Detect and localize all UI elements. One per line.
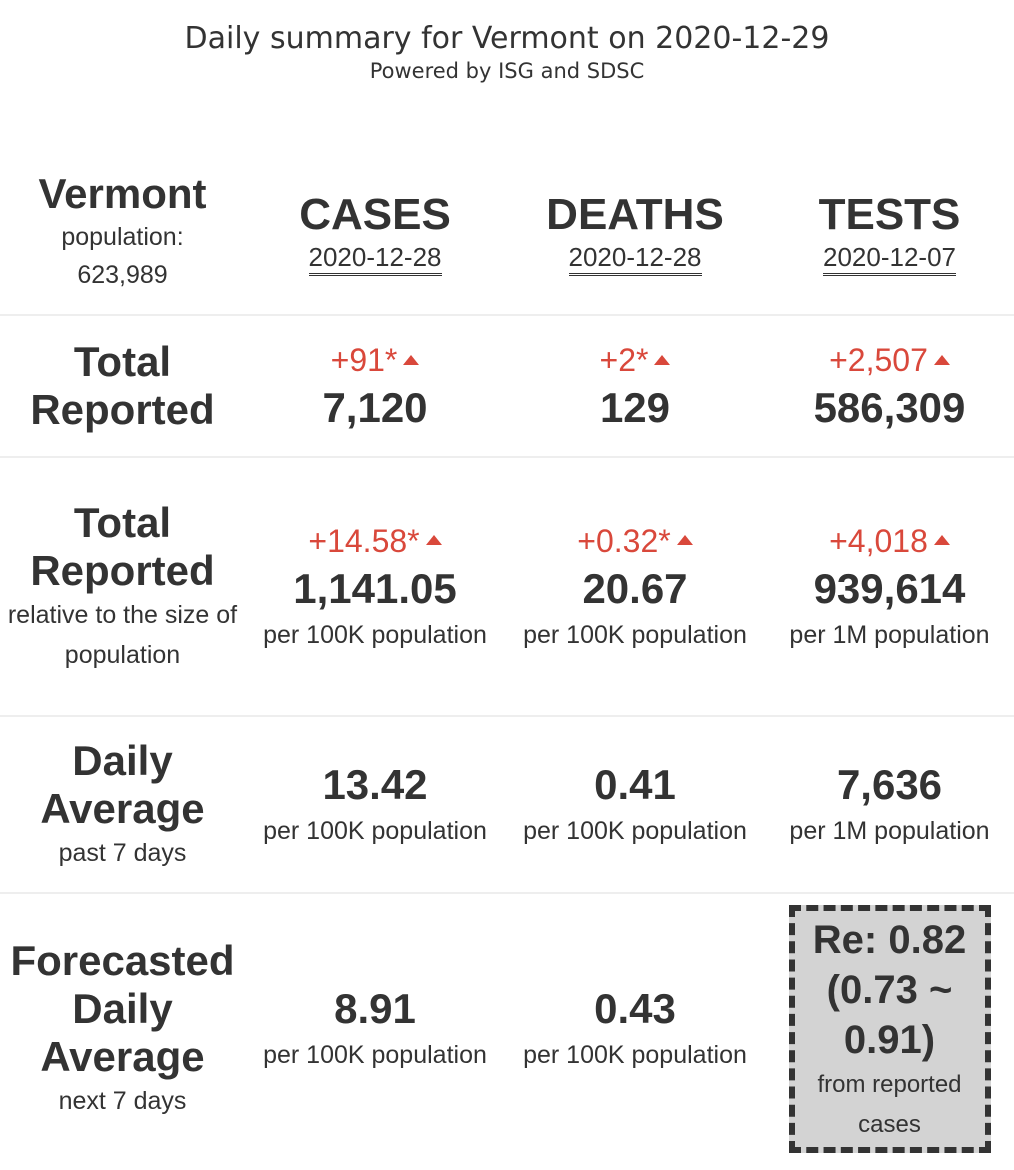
total-deaths-value: 129 <box>599 384 671 431</box>
tests-column-date: 2020-12-07 <box>823 241 956 276</box>
forecast-label-cell: Forecasted Daily Average next 7 days <box>0 893 245 1163</box>
triangle-up-icon <box>933 535 950 546</box>
header-row: Vermont population: 623,989 CASES 2020-1… <box>0 150 1014 316</box>
tests-column-title: TESTS <box>818 189 961 239</box>
relative-sublabel: relative to the size of population <box>7 600 238 669</box>
total-cases-delta: +91* <box>245 338 505 382</box>
total-deaths-cell: +2* 129 <box>505 315 765 458</box>
daily-average-sublabel: past 7 days <box>58 838 187 867</box>
relative-cases-unit: per 100K population <box>263 620 487 649</box>
daily-deaths-cell: 0.41 per 100K population <box>505 716 765 894</box>
total-reported-row: Total Reported +91* 7,120 +2* 129 +2,507… <box>0 315 1014 458</box>
total-cases-value: 7,120 <box>322 384 428 431</box>
re-cell: Re: 0.82 (0.73 ~ 0.91) from reported cas… <box>765 893 1014 1163</box>
daily-average-label-cell: Daily Average past 7 days <box>0 716 245 894</box>
relative-cases-value: 1,141.05 <box>293 564 457 612</box>
daily-cases-cell: 13.42 per 100K population <box>245 716 505 894</box>
re-box: Re: 0.82 (0.73 ~ 0.91) from reported cas… <box>788 904 991 1153</box>
forecast-label: Forecasted Daily Average <box>10 936 235 1080</box>
daily-deaths-value: 0.41 <box>594 760 676 808</box>
triangle-up-icon <box>403 354 420 365</box>
relative-tests-unit: per 1M population <box>789 620 990 649</box>
total-tests-delta: +2,507 <box>765 338 1014 382</box>
triangle-up-icon <box>933 354 950 365</box>
daily-deaths-unit: per 100K population <box>523 816 747 845</box>
total-tests-cell: +2,507 586,309 <box>765 315 1014 458</box>
total-cases-cell: +91* 7,120 <box>245 315 505 458</box>
forecast-cases-value: 8.91 <box>334 984 416 1032</box>
relative-deaths-unit: per 100K population <box>523 620 747 649</box>
total-reported-label: Total Reported <box>30 338 215 433</box>
daily-average-row: Daily Average past 7 days 13.42 per 100K… <box>0 716 1014 894</box>
deaths-column-date: 2020-12-28 <box>568 241 702 276</box>
cases-column-date: 2020-12-28 <box>308 241 442 276</box>
summary-table: Vermont population: 623,989 CASES 2020-1… <box>0 150 1014 1163</box>
forecast-deaths-unit: per 100K population <box>523 1040 747 1069</box>
forecast-row: Forecasted Daily Average next 7 days 8.9… <box>0 893 1014 1163</box>
total-tests-value: 586,309 <box>813 384 966 431</box>
total-reported-label-cell: Total Reported <box>0 315 245 458</box>
relative-deaths-delta: +0.32* <box>505 519 765 563</box>
daily-cases-unit: per 100K population <box>263 816 487 845</box>
page-header: Daily summary for Vermont on 2020-12-29 … <box>0 0 1014 110</box>
triangle-up-icon <box>676 535 693 546</box>
region-population-label: population: <box>61 223 184 251</box>
relative-tests-value: 939,614 <box>813 564 966 612</box>
deaths-column-title: DEATHS <box>546 189 724 239</box>
relative-tests-cell: +4,018 939,614 per 1M population <box>765 457 1014 717</box>
triangle-up-icon <box>425 535 442 546</box>
cases-column-title: CASES <box>299 189 451 239</box>
re-value: Re: 0.82 (0.73 ~ 0.91) <box>812 917 967 1062</box>
region-name: Vermont <box>38 170 207 217</box>
deaths-header-cell: DEATHS 2020-12-28 <box>505 150 765 316</box>
region-population-value: 623,989 <box>77 261 168 289</box>
daily-tests-cell: 7,636 per 1M population <box>765 716 1014 894</box>
relative-deaths-value: 20.67 <box>582 564 688 612</box>
re-sublabel: from reported cases <box>817 1070 962 1138</box>
triangle-up-icon <box>654 354 671 365</box>
daily-average-label: Daily Average <box>40 736 205 832</box>
tests-header-cell: TESTS 2020-12-07 <box>765 150 1014 316</box>
forecast-sublabel: next 7 days <box>58 1086 187 1115</box>
relative-cases-cell: +14.58* 1,141.05 per 100K population <box>245 457 505 717</box>
relative-tests-delta: +4,018 <box>765 519 1014 563</box>
relative-cases-delta: +14.58* <box>245 519 505 563</box>
cases-header-cell: CASES 2020-12-28 <box>245 150 505 316</box>
page-subtitle: Powered by ISG and SDSC <box>369 59 645 83</box>
daily-tests-value: 7,636 <box>836 760 943 808</box>
forecast-deaths-cell: 0.43 per 100K population <box>505 893 765 1163</box>
total-deaths-delta: +2* <box>505 338 765 382</box>
forecast-deaths-value: 0.43 <box>594 984 676 1032</box>
page-title: Daily summary for Vermont on 2020-12-29 <box>184 21 830 56</box>
relative-deaths-cell: +0.32* 20.67 per 100K population <box>505 457 765 717</box>
daily-cases-value: 13.42 <box>322 760 428 808</box>
relative-label: Total Reported <box>30 498 215 594</box>
region-cell: Vermont population: 623,989 <box>0 150 245 316</box>
relative-row: Total Reported relative to the size of p… <box>0 457 1014 717</box>
forecast-cases-unit: per 100K population <box>263 1040 487 1069</box>
forecast-cases-cell: 8.91 per 100K population <box>245 893 505 1163</box>
relative-label-cell: Total Reported relative to the size of p… <box>0 457 245 717</box>
daily-tests-unit: per 1M population <box>789 816 990 845</box>
